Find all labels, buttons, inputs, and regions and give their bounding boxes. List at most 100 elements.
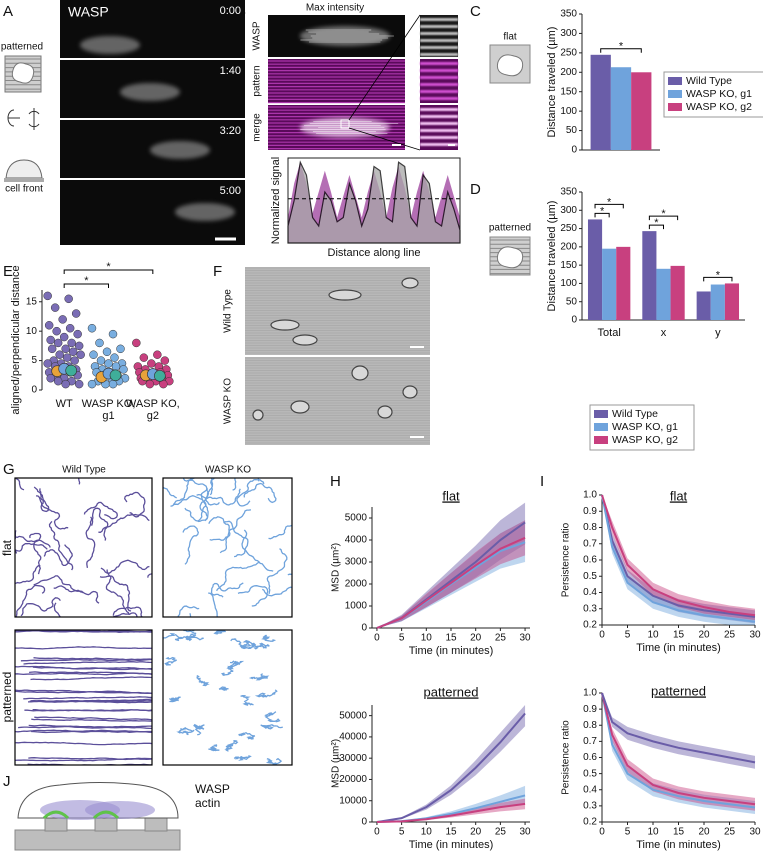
y-tick-label: 0 [361, 623, 367, 634]
cell-track [24, 709, 152, 712]
chart-title: patterned [651, 683, 706, 698]
cell-track [29, 532, 42, 575]
zoom-stripe [420, 97, 458, 100]
data-point [95, 338, 104, 348]
data-point [59, 332, 69, 342]
cell-track [176, 726, 195, 736]
data-point [61, 379, 70, 389]
cell-track [85, 516, 96, 569]
data-point [65, 323, 75, 333]
cell-track [112, 606, 144, 617]
timestamp: 0:00 [220, 5, 241, 17]
y-tick-label: 0.7 [583, 736, 597, 747]
cell [252, 409, 264, 421]
cell-track [193, 723, 205, 736]
bar [610, 67, 632, 150]
cell [270, 319, 300, 331]
y-tick-label: 300 [560, 205, 577, 216]
x-tick-label: 15 [673, 630, 685, 641]
cell-track [168, 696, 181, 703]
zoom-stripe [420, 25, 458, 28]
mean-line [601, 494, 756, 623]
cell [290, 400, 310, 414]
significance-bracket [63, 269, 154, 274]
x-axis-label: Time (in minutes) [409, 645, 494, 657]
legend-swatch [668, 103, 682, 111]
data-point [46, 373, 55, 383]
significance-bracket [63, 283, 109, 288]
zoom-stripe [420, 53, 458, 56]
data-point [52, 326, 61, 336]
data-point [96, 356, 106, 365]
cell-track [30, 676, 152, 681]
x-tick-label: WASP KO, g1 [81, 398, 136, 422]
cell-track [223, 520, 249, 558]
cell-track [15, 535, 51, 554]
data-point [87, 323, 97, 333]
y-tick-label: 0.5 [583, 768, 597, 779]
cell-track [208, 744, 220, 752]
data-point [47, 344, 57, 354]
ridge [94, 817, 118, 832]
y-tick-label: 100 [560, 278, 577, 289]
data-point [71, 309, 81, 318]
data-point [108, 379, 118, 389]
cell-track [164, 656, 177, 666]
confidence-band [602, 495, 755, 621]
cell-track [53, 585, 100, 604]
y-tick-label: 0.6 [583, 752, 597, 763]
y-tick-label: 150 [560, 86, 577, 97]
data-point [53, 338, 63, 348]
y-tick-label: 15 [26, 296, 38, 307]
x-tick-label: 15 [673, 827, 685, 838]
x-tick-label: WT [55, 398, 73, 410]
zoom-stripe [420, 136, 458, 139]
cell-track [34, 716, 152, 721]
x-axis-label: Time (in minutes) [636, 839, 721, 851]
zoom-panel [420, 105, 458, 150]
x-tick-label: 30 [520, 633, 532, 644]
significance-label: * [607, 196, 612, 208]
cell-track [261, 634, 277, 642]
y-tick-label: 0.3 [583, 801, 597, 812]
zoom-stripe [420, 129, 458, 132]
cell-track [240, 694, 254, 706]
y-tick-label: 0.6 [583, 555, 597, 566]
ridge [44, 817, 68, 832]
y-tick-label: 1.0 [583, 490, 597, 501]
x-tick-label: 30 [520, 827, 532, 838]
significance-label: * [600, 205, 605, 217]
row-label: WASP [252, 21, 263, 50]
mean-line [601, 692, 756, 764]
panel-label: A [3, 3, 13, 20]
data-point [58, 315, 67, 324]
cell-track [15, 646, 152, 650]
cell-track [31, 718, 152, 722]
legend-label: WASP KO, g2 [686, 101, 752, 113]
cell [377, 405, 393, 419]
cell-track [177, 605, 200, 617]
significance-bracket [648, 215, 679, 221]
cell-track [172, 478, 196, 505]
x-tick-label: 25 [495, 633, 507, 644]
cell-track [182, 478, 220, 506]
data-point [87, 379, 97, 389]
chart-title: flat [442, 488, 460, 503]
timestamp: 5:00 [220, 185, 241, 197]
substrate [14, 829, 181, 851]
legend-label: Wild Type [686, 75, 732, 87]
y-tick-label: 100 [560, 106, 577, 117]
x-tick-label: 20 [698, 827, 710, 838]
x-tick-label: 0 [599, 827, 605, 838]
cell-track [15, 689, 152, 695]
cell-track [170, 495, 209, 522]
legend-label: Wild Type [612, 408, 658, 420]
y-tick-label: 0.7 [583, 538, 597, 549]
y-tick-label: 3000 [345, 557, 368, 568]
bar [616, 246, 631, 320]
y-tick-label: 300 [560, 28, 577, 39]
track-frame [14, 477, 153, 618]
cell-track [163, 633, 192, 642]
diagram-legend: actin [195, 796, 220, 810]
chart-title: patterned [424, 684, 479, 699]
